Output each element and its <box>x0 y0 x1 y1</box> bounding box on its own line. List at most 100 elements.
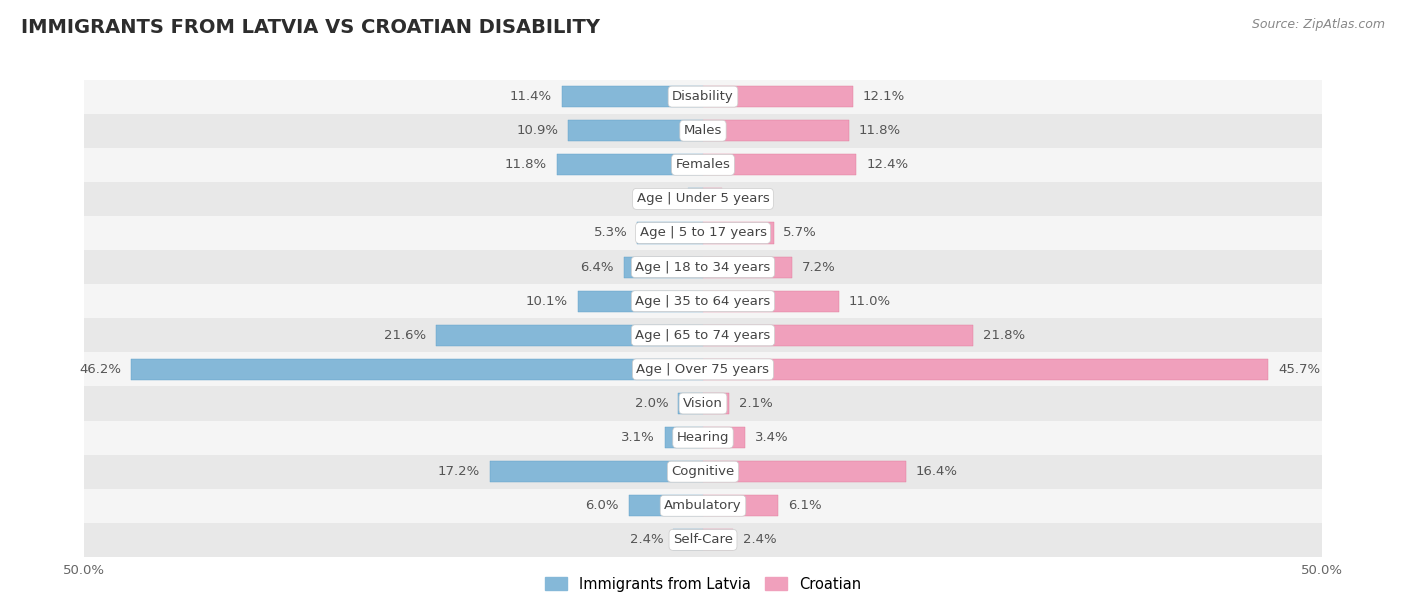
Bar <box>436 325 703 346</box>
Bar <box>131 359 703 380</box>
Bar <box>703 86 852 107</box>
Text: 21.6%: 21.6% <box>384 329 426 341</box>
Text: Age | Over 75 years: Age | Over 75 years <box>637 363 769 376</box>
Bar <box>703 86 852 107</box>
Bar <box>578 291 703 312</box>
Bar <box>703 461 905 482</box>
Bar <box>491 461 703 482</box>
Text: 5.7%: 5.7% <box>783 226 817 239</box>
Text: 11.8%: 11.8% <box>505 159 547 171</box>
Bar <box>624 256 703 278</box>
Bar <box>84 80 1322 114</box>
Text: Age | 65 to 74 years: Age | 65 to 74 years <box>636 329 770 341</box>
Bar <box>491 461 703 482</box>
Bar <box>84 284 1322 318</box>
Bar <box>665 427 703 448</box>
Bar <box>84 489 1322 523</box>
Text: IMMIGRANTS FROM LATVIA VS CROATIAN DISABILITY: IMMIGRANTS FROM LATVIA VS CROATIAN DISAB… <box>21 18 600 37</box>
Text: Age | 5 to 17 years: Age | 5 to 17 years <box>640 226 766 239</box>
Bar <box>703 325 973 346</box>
Bar <box>703 291 839 312</box>
Legend: Immigrants from Latvia, Croatian: Immigrants from Latvia, Croatian <box>540 571 866 597</box>
Text: Self-Care: Self-Care <box>673 534 733 547</box>
Bar <box>84 147 1322 182</box>
Bar <box>703 495 779 517</box>
Bar <box>568 120 703 141</box>
Bar <box>703 393 728 414</box>
Bar <box>688 188 703 209</box>
Text: Males: Males <box>683 124 723 137</box>
Text: Age | 35 to 64 years: Age | 35 to 64 years <box>636 295 770 308</box>
Bar <box>84 353 1322 386</box>
Text: 6.4%: 6.4% <box>581 261 614 274</box>
Bar <box>703 359 1268 380</box>
Text: Age | 18 to 34 years: Age | 18 to 34 years <box>636 261 770 274</box>
Bar <box>703 529 733 550</box>
Bar <box>84 250 1322 284</box>
Text: Source: ZipAtlas.com: Source: ZipAtlas.com <box>1251 18 1385 31</box>
Bar <box>703 529 733 550</box>
Bar <box>665 427 703 448</box>
Text: 12.4%: 12.4% <box>866 159 908 171</box>
Bar <box>673 529 703 550</box>
Bar <box>703 359 1268 380</box>
Bar <box>84 455 1322 489</box>
Bar <box>637 222 703 244</box>
Bar <box>703 393 728 414</box>
Text: 7.2%: 7.2% <box>801 261 835 274</box>
Text: 3.1%: 3.1% <box>621 431 655 444</box>
Bar <box>84 523 1322 557</box>
Text: 1.5%: 1.5% <box>731 192 765 206</box>
Text: Age | Under 5 years: Age | Under 5 years <box>637 192 769 206</box>
Text: 2.1%: 2.1% <box>740 397 773 410</box>
Text: Disability: Disability <box>672 90 734 103</box>
Bar <box>703 291 839 312</box>
Text: 10.1%: 10.1% <box>526 295 568 308</box>
Bar <box>703 495 779 517</box>
Bar <box>557 154 703 176</box>
Bar <box>703 427 745 448</box>
Text: 46.2%: 46.2% <box>80 363 121 376</box>
Text: 11.0%: 11.0% <box>849 295 891 308</box>
Text: 1.2%: 1.2% <box>644 192 678 206</box>
Bar <box>703 256 792 278</box>
Bar <box>703 461 905 482</box>
Bar <box>131 359 703 380</box>
Bar <box>703 325 973 346</box>
Text: 6.1%: 6.1% <box>789 499 823 512</box>
Bar <box>84 386 1322 420</box>
Bar <box>84 420 1322 455</box>
Text: 45.7%: 45.7% <box>1278 363 1320 376</box>
Text: 16.4%: 16.4% <box>915 465 957 478</box>
Text: 11.8%: 11.8% <box>859 124 901 137</box>
Bar <box>624 256 703 278</box>
Text: Females: Females <box>675 159 731 171</box>
Text: 5.3%: 5.3% <box>593 226 627 239</box>
Bar <box>703 154 856 176</box>
Bar <box>84 114 1322 147</box>
Bar <box>703 222 773 244</box>
Bar <box>628 495 703 517</box>
Text: 11.4%: 11.4% <box>510 90 553 103</box>
Text: 12.1%: 12.1% <box>863 90 905 103</box>
Bar <box>562 86 703 107</box>
Bar <box>703 154 856 176</box>
Bar <box>637 222 703 244</box>
Bar <box>436 325 703 346</box>
Bar <box>703 188 721 209</box>
Bar <box>628 495 703 517</box>
Text: 2.4%: 2.4% <box>630 534 664 547</box>
Bar <box>84 216 1322 250</box>
Bar <box>84 318 1322 353</box>
Bar <box>703 256 792 278</box>
Text: 3.4%: 3.4% <box>755 431 789 444</box>
Text: 2.4%: 2.4% <box>742 534 776 547</box>
Bar <box>688 188 703 209</box>
Bar <box>703 427 745 448</box>
Bar <box>562 86 703 107</box>
Bar <box>578 291 703 312</box>
Bar <box>678 393 703 414</box>
Text: Cognitive: Cognitive <box>672 465 734 478</box>
Text: 21.8%: 21.8% <box>983 329 1025 341</box>
Text: 6.0%: 6.0% <box>585 499 619 512</box>
